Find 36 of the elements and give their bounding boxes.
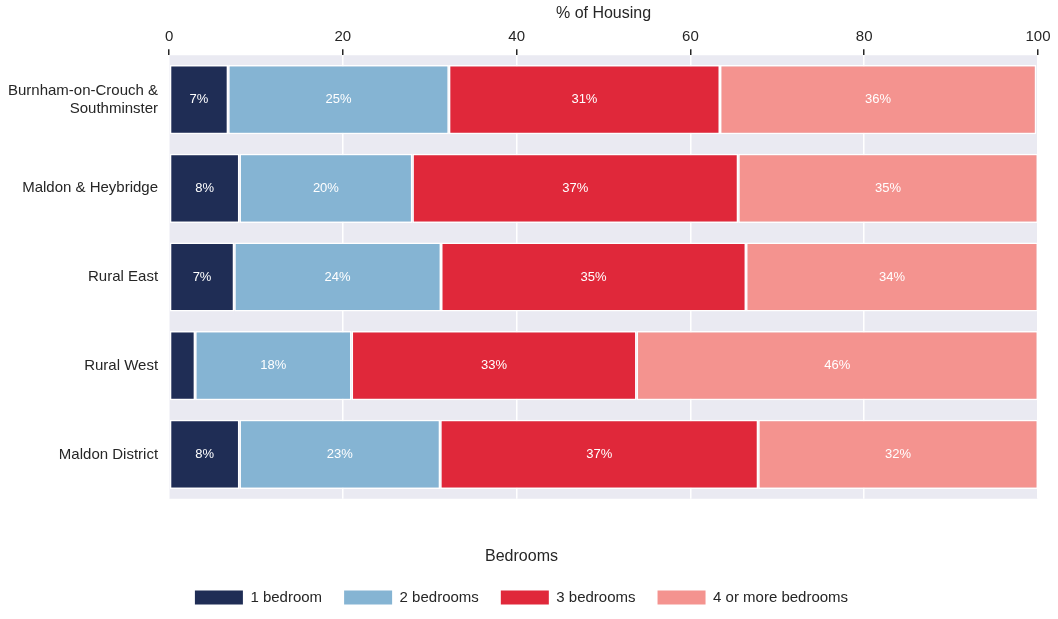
y-tick-label: Burnham-on-Crouch & Southminster bbox=[7, 80, 159, 116]
data-label: 35% bbox=[875, 179, 902, 195]
x-tick-label: 60 bbox=[682, 27, 699, 45]
legend-label: 2 bedrooms bbox=[399, 587, 479, 605]
x-tick-label: 80 bbox=[855, 27, 873, 45]
x-tick-label: 20 bbox=[334, 27, 352, 45]
data-label: 37% bbox=[586, 446, 613, 462]
y-tick-label: Rural East bbox=[88, 267, 159, 285]
data-label: 35% bbox=[580, 268, 607, 284]
data-label: 31% bbox=[571, 91, 598, 107]
legend-label: 4 or more bedrooms bbox=[713, 587, 849, 605]
legend-label: 3 bedrooms bbox=[556, 587, 636, 605]
data-label: 32% bbox=[885, 446, 912, 462]
x-tick-label: 100 bbox=[1025, 27, 1051, 45]
data-label: 24% bbox=[324, 268, 352, 284]
data-label: 7% bbox=[189, 91, 209, 107]
data-label: 8% bbox=[195, 179, 215, 195]
data-label: 8% bbox=[195, 446, 215, 462]
data-label: 46% bbox=[824, 357, 851, 373]
x-tick-label: 0 bbox=[164, 27, 174, 45]
data-label: 18% bbox=[260, 357, 287, 373]
y-tick-label: Maldon & Heybridge bbox=[22, 178, 159, 196]
legend-label: 1 bedroom bbox=[250, 587, 323, 605]
data-label: 36% bbox=[865, 91, 892, 107]
data-label: 25% bbox=[325, 91, 352, 107]
data-label: 37% bbox=[562, 179, 589, 195]
data-label: 23% bbox=[326, 446, 354, 462]
y-tick-label: Rural West bbox=[84, 355, 159, 373]
data-label: 34% bbox=[879, 268, 906, 284]
data-label: 20% bbox=[312, 179, 340, 195]
data-label: 33% bbox=[481, 357, 508, 373]
x-axis-title: % of Housing bbox=[555, 4, 652, 22]
data-label: 7% bbox=[192, 268, 212, 284]
legend-title: Bedrooms bbox=[485, 547, 558, 565]
x-tick-label: 40 bbox=[508, 27, 525, 45]
y-tick-label: Maldon District bbox=[58, 444, 159, 462]
